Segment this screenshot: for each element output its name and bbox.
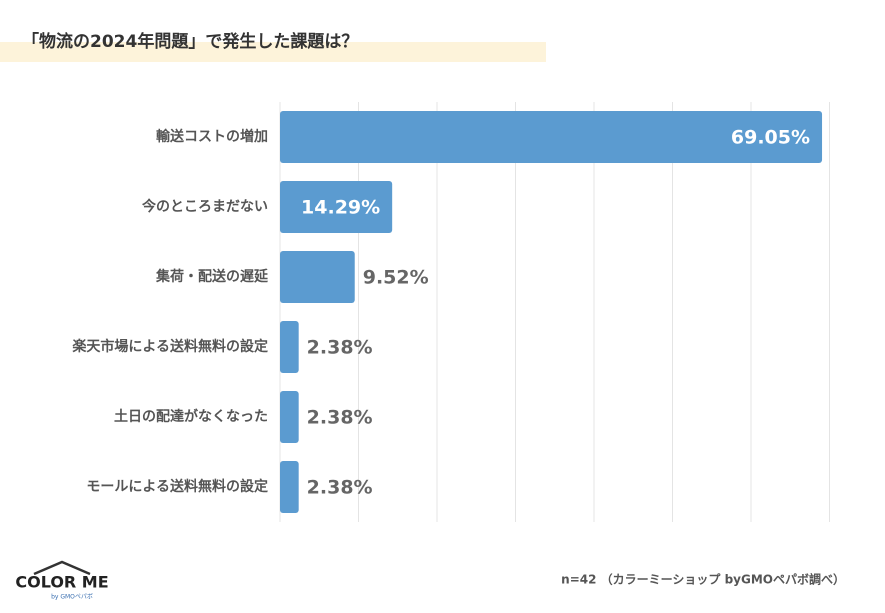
bar <box>280 461 299 513</box>
logo-name: COLOR ME <box>15 573 108 592</box>
title-highlight <box>0 42 546 62</box>
bar <box>280 321 299 373</box>
y-tick-label: 集荷・配送の遅延 <box>155 268 269 285</box>
value-label: 2.38% <box>307 407 373 429</box>
footnote: n=42 （カラーミーショップ byGMOペパボ調べ） <box>561 572 845 587</box>
value-label: 2.38% <box>307 477 373 499</box>
bar <box>280 181 393 233</box>
chart-title: 「物流の2024年問題」で発生した課題は？ <box>22 31 358 52</box>
y-tick-label: モールによる送料無料の設定 <box>86 478 268 495</box>
logo-roof <box>33 560 91 576</box>
logo: COLOR ME by GMOペパボ <box>15 560 109 601</box>
value-label: 69.05% <box>731 127 810 149</box>
y-tick-label: 輸送コストの増加 <box>156 128 268 145</box>
y-tick-label: 楽天市場による送料無料の設定 <box>71 338 268 355</box>
bar <box>280 391 299 443</box>
value-label: 14.29% <box>301 197 380 219</box>
logo-sub: by GMOペパボ <box>51 593 93 601</box>
value-label: 2.38% <box>307 337 373 359</box>
bar <box>280 111 823 163</box>
y-tick-label: 土日の配達がなくなった <box>114 408 268 425</box>
value-label: 9.52% <box>363 267 429 289</box>
bar <box>280 251 355 303</box>
y-tick-label: 今のところまだない <box>141 198 268 215</box>
